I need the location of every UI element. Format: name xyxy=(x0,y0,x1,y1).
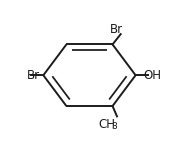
Text: Br: Br xyxy=(27,69,40,82)
Text: Br: Br xyxy=(110,23,123,36)
Text: OH: OH xyxy=(143,69,161,82)
Text: 3: 3 xyxy=(112,122,117,131)
Text: CH: CH xyxy=(98,118,115,131)
